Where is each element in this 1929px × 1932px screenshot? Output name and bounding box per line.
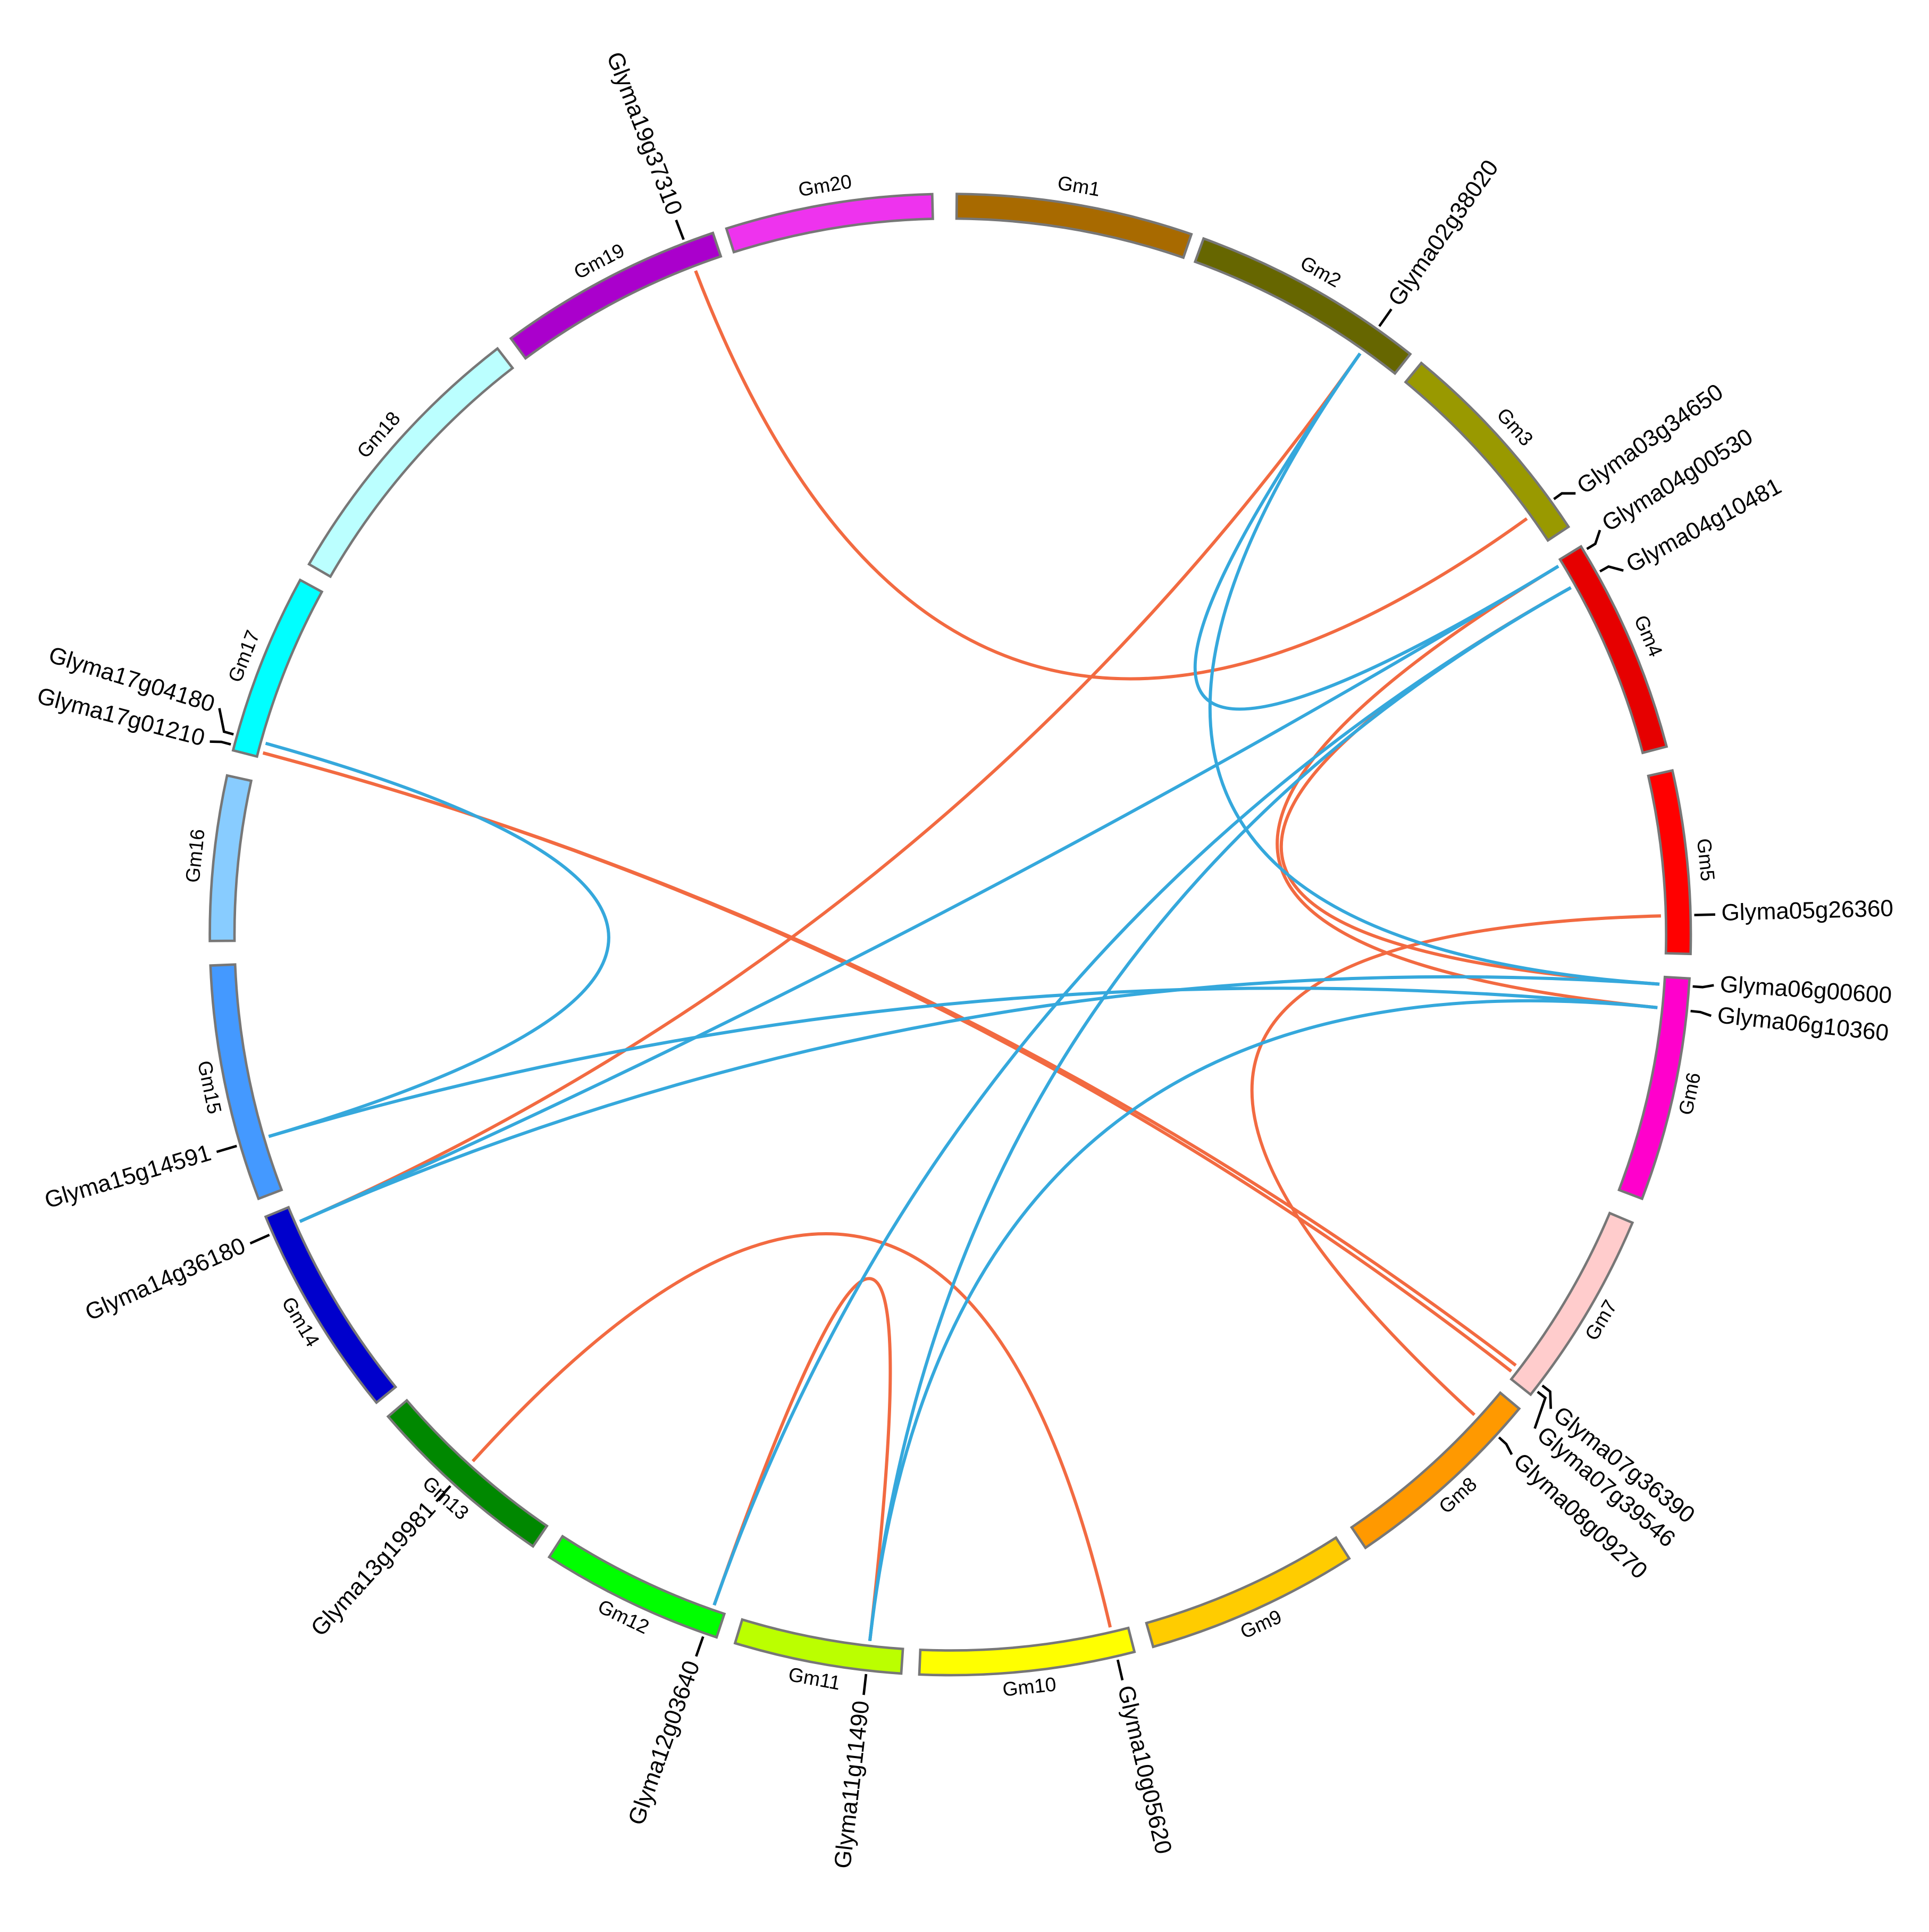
chromosome [509,231,723,360]
link [712,1277,892,1642]
chromosome [264,1206,398,1404]
gene-label: Glyma10g05620 [1113,1683,1177,1856]
gene-label: Glyma11g11490 [829,1700,875,1870]
link [1193,353,1559,711]
chromosome [918,1626,1136,1677]
chromosome-label: Gm5 [1693,838,1720,882]
link [868,999,1658,1642]
gene-tick [862,1674,868,1695]
link [868,586,1572,1642]
gene-tick [1586,530,1601,550]
chromosome-label: Gm10 [1001,1672,1057,1700]
chromosome [208,774,253,942]
link [299,565,1559,1223]
gene-tick [695,1636,704,1657]
gene-label: Glyma13g19981 [306,1496,441,1642]
gene-label: Glyma14g36180 [81,1233,249,1326]
chromosome [725,193,934,254]
link [694,270,1528,681]
gene-tick [209,740,231,746]
link [299,975,1660,1223]
gene-tick [249,1234,270,1245]
chromosome [1145,1536,1351,1649]
gene-tick [1690,1009,1712,1017]
gene-label: Glyma12g03640 [623,1658,705,1828]
link [262,751,1513,1373]
chromosome-label: Gm6 [1674,1070,1705,1117]
gene-label: Glyma02g38020 [1383,155,1504,311]
chromosome-label: Gm11 [787,1663,842,1694]
chromosome-label: Gm1 [1056,171,1102,200]
links [262,270,1661,1642]
chromosome [733,1618,904,1675]
chromosome-label: Gm16 [181,828,208,884]
gene-label: Glyma06g00600 [1719,971,1892,1008]
gene-tick [1116,1659,1124,1681]
chromosome [209,963,283,1201]
chromosome [547,1534,726,1639]
chromosome-label: Gm20 [796,170,853,200]
chromosome [307,347,515,579]
chromosome [1349,1391,1521,1550]
link [712,586,1572,1606]
gene-label: Glyma15g14591 [41,1140,214,1214]
chromosome [1617,975,1691,1201]
gene-tick [435,1485,451,1502]
gene-tick [675,219,685,240]
link [265,741,610,1138]
chromosome [1509,1211,1634,1396]
gene-tick [1599,565,1624,573]
chromosome [231,578,324,758]
gene-tick [1692,984,1714,989]
chromosome-ring: Gm1Gm2Gm3Gm4Gm5Gm6Gm7Gm8Gm9Gm10Gm11Gm12G… [181,170,1719,1700]
gene-tick [1541,1384,1553,1409]
gene-tick [1533,1391,1547,1429]
chromosome [1647,768,1692,956]
gene-tick [1498,1436,1513,1456]
gene-label: Glyma19g37310 [601,48,687,219]
gene-tick [1553,492,1576,500]
link [1250,914,1661,1416]
gene-label: Glyma05g26360 [1721,896,1894,926]
gene-labels: Glyma02g38020Glyma03g34650Glyma04g00530G… [35,48,1894,1870]
link [268,986,1658,1138]
link [471,1232,1112,1628]
link [262,751,1517,1367]
chromosome [1558,545,1668,755]
link [1208,353,1660,986]
link [1276,565,1658,1009]
gene-tick [216,1144,237,1153]
gene-tick [218,708,234,736]
chromosome [1404,361,1571,542]
chromosome [955,193,1193,260]
link [299,353,1362,1223]
chromosome [386,1399,549,1549]
chromosome [1193,237,1412,375]
gene-tick [1378,308,1393,327]
gene-label: Glyma06g10360 [1716,1002,1890,1046]
